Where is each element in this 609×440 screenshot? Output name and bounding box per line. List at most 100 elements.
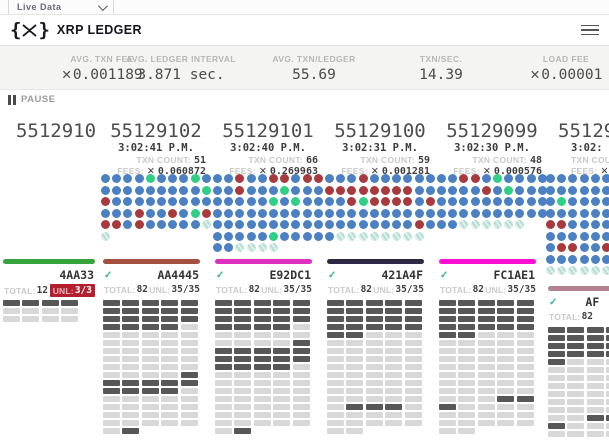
transaction-dot[interactable]: [336, 220, 346, 229]
transaction-dot[interactable]: [380, 220, 390, 229]
transaction-dot[interactable]: [380, 208, 390, 218]
transaction-dot[interactable]: [380, 197, 390, 206]
transaction-dot[interactable]: [168, 185, 178, 195]
transaction-dot[interactable]: [437, 185, 446, 195]
transaction-dot[interactable]: [515, 174, 525, 183]
transaction-dot[interactable]: [492, 174, 502, 183]
transaction-dot[interactable]: [358, 185, 368, 195]
transaction-dot[interactable]: [557, 174, 567, 183]
transaction-dot[interactable]: [291, 174, 301, 183]
transaction-dot[interactable]: [492, 197, 502, 206]
transaction-dot[interactable]: [448, 185, 458, 195]
transaction-dot[interactable]: [246, 208, 256, 218]
transaction-dot[interactable]: [123, 208, 133, 218]
transaction-dot[interactable]: [213, 231, 222, 241]
transaction-dot[interactable]: [336, 197, 346, 206]
transaction-dot[interactable]: [179, 220, 189, 229]
transaction-dot[interactable]: [515, 197, 525, 206]
transaction-dot[interactable]: [156, 220, 166, 229]
transaction-dot[interactable]: [492, 208, 502, 218]
transaction-dot[interactable]: [601, 220, 609, 229]
transaction-dot[interactable]: [246, 197, 256, 206]
transaction-dot[interactable]: [235, 220, 245, 229]
transaction-dot[interactable]: [568, 185, 578, 195]
transaction-dot[interactable]: [101, 208, 110, 218]
transaction-dot[interactable]: [425, 174, 435, 183]
transaction-dot[interactable]: [134, 185, 144, 195]
transaction-dot[interactable]: [601, 266, 609, 275]
transaction-dot[interactable]: [601, 197, 609, 206]
transaction-dot[interactable]: [291, 231, 301, 241]
transaction-dot[interactable]: [557, 254, 567, 264]
transaction-dot[interactable]: [190, 197, 200, 206]
transaction-dot[interactable]: [414, 185, 424, 195]
transaction-dot[interactable]: [437, 174, 446, 183]
transaction-dot[interactable]: [123, 197, 133, 206]
transaction-dot[interactable]: [268, 197, 278, 206]
transaction-dot[interactable]: [537, 197, 547, 206]
transaction-dot[interactable]: [546, 197, 555, 206]
transaction-dot[interactable]: [179, 185, 189, 195]
transaction-dot[interactable]: [579, 231, 589, 241]
transaction-dot[interactable]: [590, 254, 600, 264]
transaction-dot[interactable]: [568, 208, 578, 218]
transaction-dot[interactable]: [302, 220, 312, 229]
transaction-dot[interactable]: [268, 185, 278, 195]
transaction-dot[interactable]: [601, 254, 609, 264]
transaction-dot[interactable]: [224, 243, 234, 252]
transaction-dot[interactable]: [590, 197, 600, 206]
transaction-dot[interactable]: [369, 208, 379, 218]
transaction-dot[interactable]: [313, 174, 323, 183]
transaction-dot[interactable]: [568, 220, 578, 229]
transaction-dot[interactable]: [347, 208, 357, 218]
ledger-hash[interactable]: AF: [585, 295, 600, 309]
transaction-dot[interactable]: [224, 220, 234, 229]
transaction-dot[interactable]: [568, 266, 578, 275]
transaction-dot[interactable]: [302, 174, 312, 183]
transaction-dot[interactable]: [414, 197, 424, 206]
transaction-dot[interactable]: [590, 231, 600, 241]
ledger-hash[interactable]: E92DC1: [269, 268, 311, 282]
transaction-dot[interactable]: [526, 185, 536, 195]
transaction-dot[interactable]: [213, 185, 222, 195]
transaction-dot[interactable]: [481, 174, 491, 183]
transaction-dot[interactable]: [590, 243, 600, 252]
transaction-dot[interactable]: [235, 243, 245, 252]
transaction-dot[interactable]: [568, 243, 578, 252]
transaction-dot[interactable]: [358, 231, 368, 241]
transaction-dot[interactable]: [392, 208, 402, 218]
transaction-dot[interactable]: [280, 208, 290, 218]
transaction-dot[interactable]: [590, 220, 600, 229]
transaction-dot[interactable]: [235, 185, 245, 195]
transaction-dot[interactable]: [470, 208, 480, 218]
transaction-dot[interactable]: [325, 197, 334, 206]
transaction-dot[interactable]: [579, 185, 589, 195]
transaction-dot[interactable]: [257, 231, 267, 241]
transaction-dot[interactable]: [101, 185, 110, 195]
transaction-dot[interactable]: [403, 174, 413, 183]
transaction-dot[interactable]: [392, 197, 402, 206]
transaction-dot[interactable]: [313, 208, 323, 218]
transaction-dot[interactable]: [448, 174, 458, 183]
transaction-dot[interactable]: [369, 231, 379, 241]
transaction-dot[interactable]: [101, 197, 110, 206]
transaction-dot[interactable]: [414, 231, 424, 241]
transaction-dot[interactable]: [134, 208, 144, 218]
transaction-dot[interactable]: [246, 185, 256, 195]
transaction-dot[interactable]: [546, 254, 555, 264]
transaction-dot[interactable]: [201, 208, 211, 218]
transaction-dot[interactable]: [347, 174, 357, 183]
transaction-dot[interactable]: [325, 231, 334, 241]
transaction-dot[interactable]: [145, 185, 155, 195]
transaction-dot[interactable]: [156, 208, 166, 218]
transaction-dot[interactable]: [568, 174, 578, 183]
transaction-dot[interactable]: [437, 208, 446, 218]
transaction-dot[interactable]: [546, 266, 555, 275]
transaction-dot[interactable]: [459, 197, 469, 206]
transaction-dot[interactable]: [380, 174, 390, 183]
transaction-dot[interactable]: [280, 197, 290, 206]
transaction-dot[interactable]: [546, 174, 555, 183]
transaction-dot[interactable]: [448, 208, 458, 218]
transaction-dot[interactable]: [369, 220, 379, 229]
transaction-dot[interactable]: [504, 185, 514, 195]
